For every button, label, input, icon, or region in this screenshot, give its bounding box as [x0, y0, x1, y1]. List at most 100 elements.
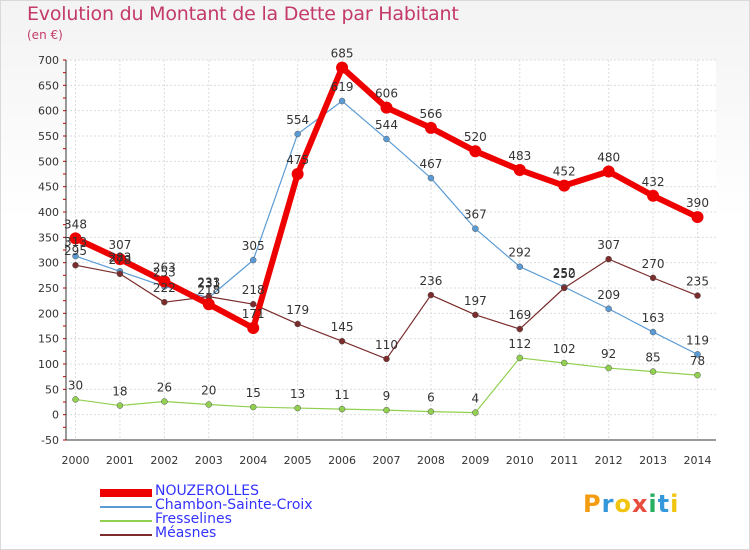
- data-point: [427, 291, 435, 299]
- data-point: [605, 255, 612, 263]
- x-tick-label: 2001: [106, 454, 134, 467]
- x-tick-label: 2011: [550, 454, 578, 467]
- data-point: [113, 253, 126, 266]
- data-point: [424, 121, 437, 134]
- data-label: 235: [686, 275, 709, 289]
- y-tick-label: 550: [38, 130, 59, 143]
- data-label: 233: [197, 276, 220, 290]
- y-tick-label: 200: [38, 307, 59, 320]
- y-tick-label: 450: [38, 181, 59, 194]
- data-point: [336, 61, 349, 74]
- data-point: [472, 311, 479, 319]
- x-tick-label: 2008: [417, 454, 445, 467]
- data-label: 307: [108, 238, 131, 252]
- data-label: 432: [642, 175, 665, 189]
- y-tick-label: 300: [38, 257, 59, 270]
- data-label: 179: [286, 303, 309, 317]
- data-point: [694, 371, 701, 379]
- x-tick-label: 2010: [506, 454, 534, 467]
- x-tick-label: 2004: [239, 454, 267, 467]
- data-label: 480: [597, 150, 620, 164]
- x-tick-label: 2002: [150, 454, 178, 467]
- plot-area: [66, 60, 716, 440]
- data-point: [560, 284, 568, 292]
- data-point: [694, 292, 701, 299]
- data-label: 9: [383, 389, 391, 403]
- data-point: [338, 337, 346, 345]
- data-label: 18: [112, 385, 127, 399]
- data-point: [513, 163, 526, 176]
- data-label: 85: [645, 351, 660, 365]
- data-point: [383, 135, 390, 143]
- data-point: [649, 328, 657, 336]
- data-point: [338, 97, 346, 105]
- chart-title: Evolution du Montant de la Dette par Hab…: [27, 3, 459, 25]
- y-tick-label: 650: [38, 79, 59, 92]
- data-point: [161, 398, 168, 405]
- data-point: [72, 396, 79, 403]
- data-label: 283: [108, 250, 131, 264]
- y-tick-label: 50: [45, 383, 59, 396]
- data-label: 253: [153, 265, 176, 279]
- y-axis-unit: (en €): [27, 28, 63, 42]
- data-point: [69, 232, 82, 245]
- data-label: 544: [375, 118, 398, 132]
- data-label: 169: [508, 308, 531, 322]
- data-point: [649, 368, 657, 375]
- data-point: [469, 145, 482, 158]
- x-tick-label: 2012: [595, 454, 623, 467]
- data-point: [427, 174, 435, 182]
- data-label: 13: [290, 387, 305, 401]
- legend-swatch: [100, 534, 152, 536]
- data-label: 305: [242, 239, 265, 253]
- data-point: [383, 355, 390, 363]
- data-point: [380, 101, 393, 114]
- data-label: 520: [464, 130, 487, 144]
- data-label: 270: [642, 257, 665, 271]
- data-label: 619: [331, 80, 354, 94]
- y-tick-label: 250: [38, 282, 59, 295]
- data-point: [338, 405, 346, 413]
- data-label: 112: [508, 337, 531, 351]
- data-point: [472, 225, 479, 232]
- logo-letter: t: [657, 490, 671, 518]
- y-tick-label: 600: [38, 105, 59, 118]
- data-point: [294, 130, 301, 138]
- legend-label: Fresselines: [155, 511, 232, 527]
- data-label: 483: [508, 149, 531, 163]
- data-label: 250: [553, 267, 576, 281]
- data-label: 209: [597, 288, 620, 302]
- data-point: [161, 298, 168, 306]
- data-label: 452: [553, 165, 576, 179]
- data-label: 263: [153, 260, 176, 274]
- data-point: [516, 263, 524, 270]
- data-label: 231: [197, 277, 220, 291]
- y-tick-label: 100: [38, 358, 59, 371]
- data-label: 102: [553, 342, 576, 356]
- legend-label: Méasnes: [155, 525, 217, 541]
- data-label: 92: [601, 347, 616, 361]
- proxiti-logo: Proxiti: [583, 490, 679, 518]
- data-point: [158, 275, 171, 288]
- y-tick-label: 350: [38, 231, 59, 244]
- data-point: [247, 322, 260, 335]
- legend-label: NOUZEROLLES: [155, 483, 260, 499]
- logo-letter: x: [631, 490, 649, 518]
- data-point: [72, 252, 79, 260]
- x-tick-label: 2013: [639, 454, 667, 467]
- y-tick-label: -50: [41, 434, 59, 447]
- data-point: [694, 351, 701, 358]
- data-point: [649, 274, 657, 282]
- data-label: 4: [472, 392, 480, 406]
- data-point: [72, 261, 79, 269]
- legend-swatch: [100, 520, 152, 522]
- data-label: 252: [553, 266, 576, 280]
- data-point: [516, 325, 524, 333]
- data-label: 197: [464, 294, 487, 308]
- y-tick-label: 700: [38, 54, 59, 67]
- data-point: [602, 165, 615, 178]
- data-label: 295: [64, 244, 87, 258]
- legend-swatch: [100, 489, 152, 497]
- data-label: 367: [464, 208, 487, 222]
- data-label: 163: [642, 311, 665, 325]
